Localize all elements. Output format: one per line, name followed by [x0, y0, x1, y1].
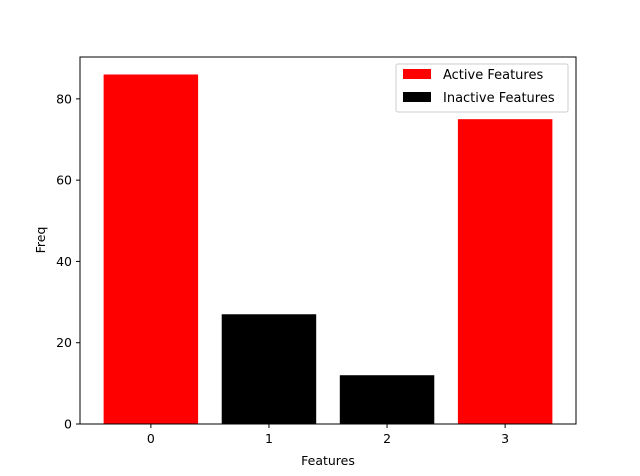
- y-tick-label: 60: [56, 173, 72, 188]
- bars-group: [103, 74, 553, 424]
- legend: Active Features Inactive Features: [395, 63, 569, 113]
- y-tick-label: 40: [56, 254, 72, 269]
- y-tick-label: 80: [56, 91, 72, 106]
- x-axis-label: Features: [301, 453, 355, 468]
- legend-swatch-active: [403, 69, 431, 79]
- legend-swatch-inactive: [403, 92, 431, 102]
- legend-label-active: Active Features: [443, 68, 543, 83]
- x-tick-label: 3: [501, 431, 509, 446]
- bar-0: [103, 74, 199, 424]
- x-axis: 0 1 2 3: [147, 424, 509, 446]
- y-axis-label: Freq: [33, 227, 48, 254]
- x-tick-label: 1: [265, 431, 273, 446]
- bar-2: [339, 375, 435, 424]
- legend-box: [395, 63, 569, 113]
- bar-3: [457, 119, 553, 424]
- legend-label-inactive: Inactive Features: [443, 91, 555, 106]
- y-tick-label: 0: [64, 417, 72, 432]
- bar-1: [221, 314, 317, 424]
- y-tick-label: 20: [56, 335, 72, 350]
- x-tick-label: 0: [147, 431, 155, 446]
- plot-frame: [79, 56, 577, 425]
- x-tick-label: 2: [383, 431, 391, 446]
- y-axis: 0 20 40 60 80: [56, 91, 80, 432]
